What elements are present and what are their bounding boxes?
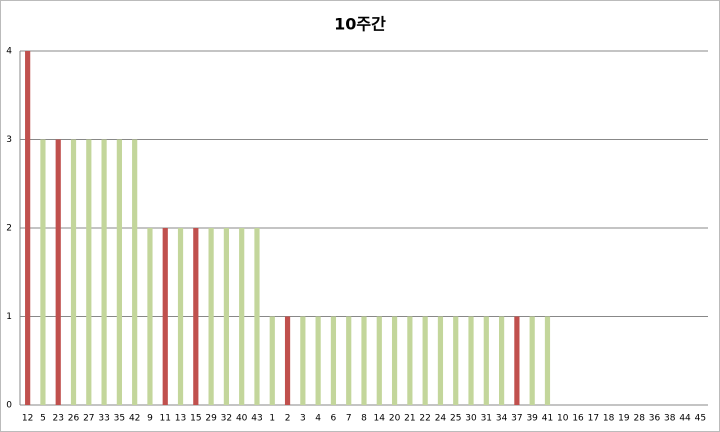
x-tick-label: 8	[361, 414, 367, 424]
bar	[269, 316, 275, 405]
x-tick-label: 15	[190, 414, 201, 424]
x-tick-label: 20	[389, 414, 401, 424]
x-tick-label: 42	[129, 414, 140, 424]
x-tick-label: 29	[205, 414, 217, 424]
x-tick-label: 28	[633, 414, 645, 424]
x-tick-label: 24	[435, 414, 447, 424]
x-tick-label: 33	[98, 414, 109, 424]
y-tick-label: 3	[6, 135, 12, 145]
bar	[468, 316, 474, 405]
bar	[25, 51, 31, 405]
bar	[55, 139, 61, 405]
bar	[499, 316, 505, 405]
x-tick-label: 5	[40, 414, 46, 424]
bar	[254, 228, 260, 405]
bar	[376, 316, 382, 405]
x-tick-label: 43	[251, 414, 262, 424]
x-tick-label: 14	[374, 414, 386, 424]
bar	[315, 316, 321, 405]
x-tick-label: 31	[481, 414, 492, 424]
y-tick-label: 2	[6, 224, 12, 234]
x-tick-label: 36	[649, 414, 661, 424]
bar	[422, 316, 428, 405]
x-tick-label: 32	[221, 414, 232, 424]
x-tick-label: 22	[419, 414, 430, 424]
chart-title: 10주간	[334, 15, 386, 34]
bar	[223, 228, 229, 405]
bar	[346, 316, 352, 405]
x-tick-label: 17	[588, 414, 599, 424]
x-tick-label: 38	[664, 414, 676, 424]
y-tick-label: 0	[6, 401, 12, 411]
x-tick-label: 30	[465, 414, 477, 424]
x-tick-label: 19	[618, 414, 630, 424]
bar	[162, 228, 168, 405]
x-tick-label: 45	[695, 414, 706, 424]
bar	[483, 316, 489, 405]
x-tick-label: 7	[346, 414, 352, 424]
x-tick-label: 25	[450, 414, 461, 424]
bar	[193, 228, 199, 405]
x-tick-label: 10	[557, 414, 569, 424]
x-tick-label: 37	[511, 414, 522, 424]
bar	[453, 316, 459, 405]
x-tick-label: 41	[542, 414, 553, 424]
bar	[132, 139, 138, 405]
bar	[529, 316, 535, 405]
x-tick-label: 12	[22, 414, 33, 424]
x-tick-label: 18	[603, 414, 615, 424]
y-tick-label: 1	[6, 312, 12, 322]
bar	[330, 316, 337, 405]
x-tick-label: 2	[285, 414, 291, 424]
x-tick-label: 23	[52, 414, 63, 424]
x-tick-label: 27	[83, 414, 94, 424]
bar	[300, 316, 306, 405]
bar	[70, 139, 77, 405]
bar	[116, 139, 122, 405]
bar	[147, 228, 153, 405]
bar	[407, 316, 413, 405]
x-tick-label: 1	[269, 414, 275, 424]
bar	[284, 316, 291, 405]
x-tick-label: 3	[300, 414, 306, 424]
bar	[208, 228, 214, 405]
bar	[544, 316, 551, 405]
bar	[514, 316, 520, 405]
bar	[361, 316, 367, 405]
x-tick-label: 35	[114, 414, 125, 424]
bar	[239, 228, 245, 405]
bar	[437, 316, 444, 405]
x-tick-label: 6	[331, 414, 337, 424]
bar	[86, 139, 92, 405]
x-tick-label: 4	[315, 414, 321, 424]
x-tick-label: 39	[526, 414, 538, 424]
x-tick-label: 11	[160, 414, 171, 424]
bar	[177, 228, 184, 405]
bar	[40, 139, 46, 405]
x-tick-label: 40	[236, 414, 248, 424]
x-tick-label: 9	[147, 414, 153, 424]
x-tick-label: 13	[175, 414, 186, 424]
x-tick-label: 26	[68, 414, 80, 424]
bar	[101, 139, 107, 405]
bar	[391, 316, 398, 405]
x-tick-label: 44	[679, 414, 691, 424]
y-tick-label: 4	[6, 47, 12, 57]
x-tick-label: 16	[572, 414, 584, 424]
x-tick-label: 21	[404, 414, 415, 424]
x-tick-label: 34	[496, 414, 508, 424]
